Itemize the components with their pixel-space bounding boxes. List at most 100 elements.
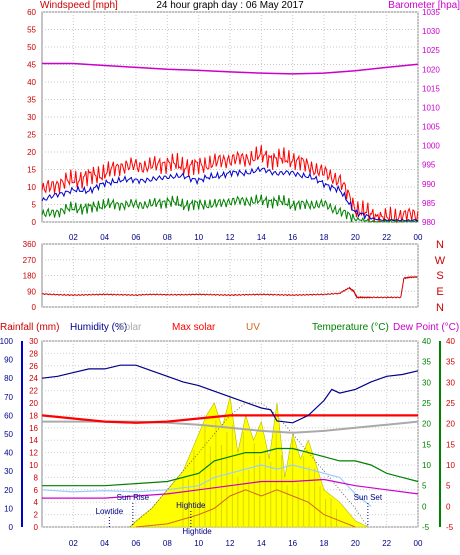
- panel3-humidity-tick: 20: [4, 486, 13, 495]
- panel3-rain-tick: 18: [29, 411, 38, 420]
- panel1-x-tick: 14: [257, 233, 266, 242]
- panel3-legend-label: Rainfall (mm): [0, 322, 59, 333]
- panel3-dewpoint-tick: 25: [446, 399, 455, 408]
- dewpoint-line: [42, 478, 419, 499]
- panel1-left-tick: 0: [32, 218, 37, 227]
- panel2-y-tick: 0: [32, 303, 37, 312]
- panel3-dewpoint-tick: 5: [446, 482, 451, 491]
- panel1-left-tick: 40: [27, 78, 36, 87]
- panel3-temp-tick: 15: [422, 440, 431, 449]
- panel3-legend-label: Solar: [118, 322, 142, 333]
- panel3-dewpoint-tick: 10: [446, 461, 455, 470]
- panel3-temp-tick: 35: [422, 358, 431, 367]
- panel3-dewpoint-tick: -5: [446, 523, 454, 532]
- wind-direction-line: [41, 275, 418, 299]
- panel3-legend-label: Temperature (°C): [312, 322, 389, 333]
- panel3-humidity-tick: 60: [4, 411, 13, 420]
- panel3-temp-tick: -5: [422, 523, 430, 532]
- panel1-left-tick: 55: [27, 26, 36, 35]
- panel3-humidity-tick: 100: [0, 337, 14, 346]
- panel1-x-tick: 16: [288, 233, 297, 242]
- panel1-right-tick: 1035: [422, 8, 440, 17]
- panel2-y-tick: 90: [27, 287, 36, 296]
- panel1-right-tick: 985: [422, 199, 436, 208]
- panel3-x-tick: 00: [414, 539, 423, 548]
- panel3-x-tick: 04: [100, 539, 109, 548]
- panel3-dewpoint-tick: 40: [446, 337, 455, 346]
- barometer-line: [42, 62, 419, 75]
- panel3-dewpoint-tick: 15: [446, 440, 455, 449]
- panel1-right-tick: 1030: [422, 27, 440, 36]
- panel1-right-tick: 995: [422, 161, 436, 170]
- gust-line: [41, 145, 419, 224]
- panel2-y-tick: 180: [23, 272, 37, 281]
- panel1-x-tick: 10: [194, 233, 203, 242]
- panel1-right-tick: 1005: [422, 123, 440, 132]
- panel1-x-tick: 02: [69, 233, 78, 242]
- panel3-dewpoint-tick: 20: [446, 420, 455, 429]
- panel3-rain-tick: 22: [29, 387, 38, 396]
- panel2-compass-label: E: [436, 286, 443, 298]
- panel3-humidity-tick: 80: [4, 374, 13, 383]
- panel1-right-tick: 1015: [422, 84, 440, 93]
- panel3-annotation: Lowtide: [96, 507, 124, 516]
- panel3-temp-tick: 30: [422, 378, 431, 387]
- panel3-rain-tick: 12: [29, 449, 38, 458]
- panel3-annotation: Sun Set: [354, 493, 383, 502]
- panel3-x-tick: 20: [351, 539, 360, 548]
- panel1-left-tick: 30: [27, 113, 36, 122]
- panel1-left-tick: 50: [27, 43, 36, 52]
- panel1-right-tick: 1020: [422, 65, 440, 74]
- panel3-rain-tick: 30: [29, 337, 38, 346]
- panel1-left-tick: 60: [27, 8, 36, 17]
- panel3-rain-tick: 6: [34, 486, 39, 495]
- panel3-humidity-tick: 0: [9, 523, 14, 532]
- panel3-x-tick: 14: [257, 539, 266, 548]
- panel3-temp-tick: 10: [422, 461, 431, 470]
- panel3-temp-tick: 5: [422, 482, 427, 491]
- panel3-rain-tick: 0: [34, 523, 39, 532]
- panel3-temp-tick: 0: [422, 502, 427, 511]
- panel1-x-tick: 18: [320, 233, 329, 242]
- panel3-x-tick: 22: [382, 539, 391, 548]
- panel1-left-tick: 25: [27, 131, 36, 140]
- panel3-annotation: Hightide: [176, 501, 206, 510]
- lightblue-line: [41, 464, 372, 507]
- panel3-humidity-tick: 40: [4, 449, 13, 458]
- panel1-left-tick: 10: [27, 183, 36, 192]
- panel3-rain-tick: 10: [29, 461, 38, 470]
- panel3-legend-label: Max solar: [172, 322, 216, 333]
- panel1-right-tick: 980: [422, 218, 436, 227]
- panel2-compass-label: N: [436, 239, 444, 251]
- panel1-x-tick: 00: [414, 233, 423, 242]
- panel1-right-tick: 1025: [422, 46, 440, 55]
- avg-wind-line: [41, 166, 419, 222]
- panel1-left-tick: 20: [27, 148, 36, 157]
- panel3-temp-tick: 40: [422, 337, 431, 346]
- panel3-x-tick: 16: [288, 539, 297, 548]
- panel1-left-axis-label: Windspeed [mph]: [40, 0, 118, 11]
- panel3-humidity-tick: 10: [4, 504, 13, 513]
- temperature-line: [42, 447, 419, 487]
- panel3-x-tick: 08: [163, 539, 172, 548]
- panel1-left-tick: 5: [32, 201, 37, 210]
- panel3-x-tick: 12: [226, 539, 235, 548]
- panel1-right-axis-label: Barometer [hpa]: [388, 0, 460, 11]
- panel3-rain-tick: 20: [29, 399, 38, 408]
- panel3-temp-tick: 25: [422, 399, 431, 408]
- panel3-x-tick: 10: [194, 539, 203, 548]
- panel3-humidity-tick: 50: [4, 430, 13, 439]
- panel2-compass-label: W: [435, 255, 446, 267]
- panel3-rain-tick: 14: [29, 436, 38, 445]
- min-wind-line: [41, 194, 419, 223]
- panel3-dewpoint-tick: 35: [446, 358, 455, 367]
- panel1-right-tick: 1010: [422, 103, 440, 112]
- panel3-rain-tick: 4: [34, 498, 39, 507]
- panel3-rain-tick: 28: [29, 349, 38, 358]
- panel1-x-tick: 06: [132, 233, 141, 242]
- panel1-x-tick: 22: [382, 233, 391, 242]
- panel3-legend-label: Humidity (%): [70, 322, 127, 333]
- panel3-annotation: Sun Rise: [117, 493, 150, 502]
